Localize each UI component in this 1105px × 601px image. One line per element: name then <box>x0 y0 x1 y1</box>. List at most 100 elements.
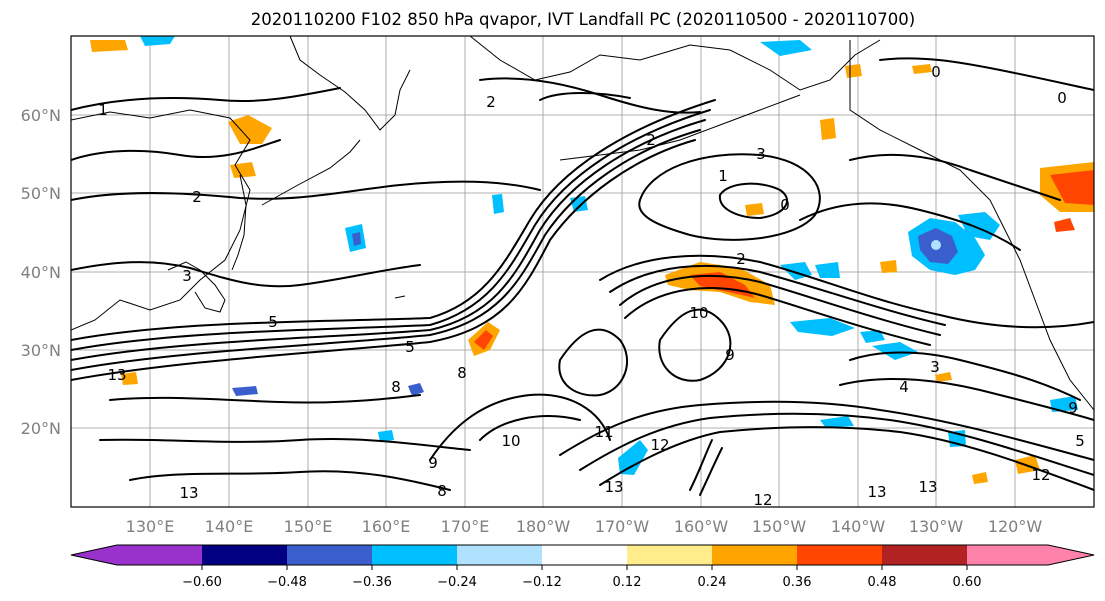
contour-label: 10 <box>501 432 520 450</box>
lat-label: 50°N <box>21 184 61 203</box>
contour-line <box>71 109 711 351</box>
contour-line <box>624 287 931 346</box>
contour-line <box>109 394 421 404</box>
colorbar-segment <box>372 545 457 565</box>
anomaly-shade <box>912 64 932 74</box>
shaded-anomalies <box>90 36 1094 484</box>
colorbar-segment <box>202 545 287 565</box>
map-frame <box>70 35 1095 508</box>
contour-label: 3 <box>756 145 766 163</box>
lon-label: 140°W <box>831 517 886 536</box>
contour-line <box>129 470 451 491</box>
contour-label: 13 <box>179 484 198 502</box>
anomaly-shade <box>1050 396 1078 412</box>
contour-line <box>699 447 723 496</box>
contour-label: 13 <box>604 478 623 496</box>
colorbar-segment <box>797 545 882 565</box>
contour-label: 3 <box>930 358 940 376</box>
contour-line <box>558 328 629 397</box>
lon-label: 150°E <box>284 517 333 536</box>
contour-line <box>71 180 541 201</box>
coastline-asia <box>71 109 251 331</box>
colorbar-tick-label: −0.60 <box>182 575 222 590</box>
contour-line <box>638 153 821 241</box>
anomaly-shade <box>492 194 504 214</box>
contour-label: 0 <box>780 196 790 214</box>
contours <box>71 57 1094 496</box>
anomaly-shade <box>820 118 836 140</box>
colorbar: −0.60 −0.48 −0.36 −0.24 −0.12 0.12 0.24 … <box>70 544 1095 590</box>
contour-label: 13 <box>107 366 126 384</box>
lat-label: 40°N <box>21 263 61 282</box>
contour-label: 2 <box>736 250 746 268</box>
anomaly-shade <box>378 430 394 442</box>
contour-line <box>71 119 706 361</box>
map-panel: 1 2 3 5 13 13 2 2 3 1 0 0 0 10 9 5 4 3 8… <box>70 35 1095 509</box>
anomaly-shade <box>745 203 764 216</box>
anomaly-shade <box>1054 218 1075 232</box>
contour-label: 9 <box>428 454 438 472</box>
colorbar-tick-label: −0.48 <box>267 575 307 590</box>
contour-line <box>849 351 1081 401</box>
colorbar-tick-label: −0.12 <box>522 575 562 590</box>
colorbar-segment <box>542 545 627 565</box>
contour-label: 4 <box>899 378 909 396</box>
contour-line <box>71 129 701 371</box>
colorbar-segment <box>882 545 967 565</box>
contour-label: 10 <box>689 304 708 322</box>
contour-line <box>71 139 696 381</box>
lon-label: 170°W <box>595 517 650 536</box>
anomaly-shade <box>90 40 128 52</box>
contour-label: 2 <box>192 188 202 206</box>
contour-label: 13 <box>918 478 937 496</box>
lon-label: 120°W <box>988 517 1043 536</box>
coastline-aleutians <box>559 94 801 161</box>
figure-title: 2020110200 F102 850 hPa qvapor, IVT Land… <box>251 10 915 29</box>
lat-label: 30°N <box>21 341 61 360</box>
anomaly-shade <box>815 262 840 278</box>
anomaly-shade <box>760 40 812 56</box>
colorbar-segment <box>967 545 1048 565</box>
contour-label: 8 <box>391 378 401 396</box>
contour-line <box>71 261 421 288</box>
anomaly-shade <box>931 240 941 250</box>
anomaly-shade <box>1050 170 1094 205</box>
contour-line <box>879 57 1094 91</box>
lon-label: 150°W <box>752 517 807 536</box>
contour-line <box>619 274 941 336</box>
contour-label: 8 <box>457 364 467 382</box>
colorbar-segment <box>457 545 542 565</box>
coastline-japan <box>167 261 226 313</box>
contour-label: 12 <box>1031 466 1050 484</box>
anomaly-shade <box>474 330 493 350</box>
contour-label: 3 <box>182 267 192 285</box>
lon-label: 160°E <box>362 517 411 536</box>
colorbar-segment <box>287 545 372 565</box>
colorbar-over-triangle <box>1048 545 1094 565</box>
colorbar-segment <box>117 545 202 565</box>
contour-line <box>599 426 1094 491</box>
colorbar-segment <box>712 545 797 565</box>
contour-label: 2 <box>646 131 656 149</box>
contour-line <box>71 99 716 341</box>
contour-line <box>658 308 732 382</box>
anomaly-shade <box>408 383 424 396</box>
anomaly-shade <box>1015 455 1040 474</box>
coastlines <box>71 36 1094 411</box>
contour-line <box>71 139 281 161</box>
contour-line <box>71 87 341 111</box>
lon-label: 160°W <box>674 517 729 536</box>
contour-label: 12 <box>753 491 772 509</box>
contour-labels: 1 2 3 5 13 13 2 2 3 1 0 0 0 10 9 5 4 3 8… <box>98 63 1085 509</box>
contour-line <box>849 153 1061 201</box>
colorbar-tick-label: 0.12 <box>613 575 642 590</box>
anomaly-shade <box>230 162 256 178</box>
contour-label: 5 <box>405 338 415 356</box>
colorbar-tick-label: 0.60 <box>953 575 982 590</box>
contour-line <box>99 438 471 451</box>
contour-label: 12 <box>650 436 669 454</box>
lon-label: 180°W <box>516 517 571 536</box>
contour-line <box>609 264 946 326</box>
anomaly-shade <box>121 372 138 385</box>
